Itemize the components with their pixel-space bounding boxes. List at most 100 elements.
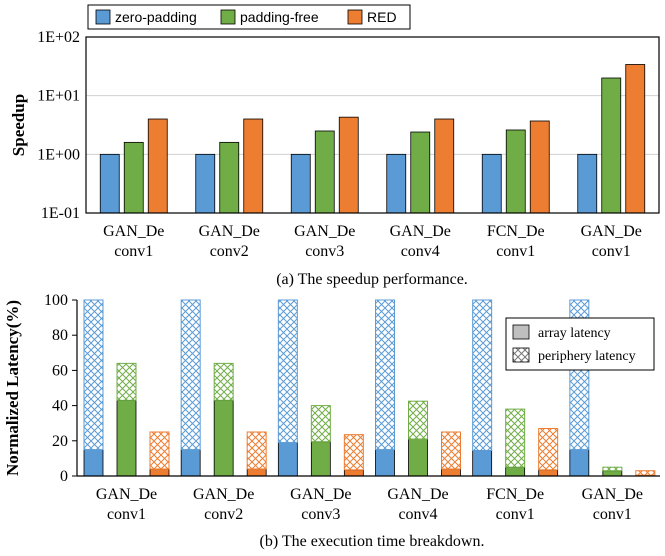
- speedup-y-tick-label: 1E-01: [41, 205, 80, 222]
- speedup-x-tick-label: conv1: [496, 243, 535, 260]
- speedup-bar-padding-free: [314, 130, 335, 214]
- legend-swatch-array-latency: [512, 324, 530, 340]
- latency-x-ticks: GAN_De conv1 GAN_De conv2 GAN_De conv3 GAN_Dec…: [96, 486, 643, 523]
- latency-bar-periphery-red: [149, 431, 170, 470]
- speedup-y-tick-label: 1E+00: [37, 146, 80, 163]
- speedup-bar-zero-padding: [577, 153, 598, 214]
- latency-x-tick-label: conv1: [496, 506, 535, 523]
- speedup-bar-red: [625, 64, 646, 214]
- latency-bar-periphery-zero-padding: [277, 299, 298, 444]
- speedup-x-tick-label: GAN_De: [390, 223, 451, 240]
- latency-bar-periphery-zero-padding: [375, 299, 395, 451]
- legend-label-padding-free: padding-free: [240, 9, 319, 25]
- speedup-plot-frame: [85, 36, 660, 214]
- speedup-bar-zero-padding: [290, 153, 311, 214]
- latency-bar-array-zero-padding: [375, 449, 395, 477]
- latency-bar-array-zero-padding: [472, 450, 493, 477]
- latency-bar-periphery-red: [343, 434, 364, 471]
- legend-label-array-latency: array latency: [538, 326, 611, 341]
- legend-label-zero-padding: zero-padding: [115, 9, 197, 25]
- speedup-gridlines: [86, 36, 659, 214]
- speedup-y-axis-label: Speedup: [9, 94, 28, 156]
- legend-label-periphery-latency: periphery latency: [538, 349, 636, 364]
- speedup-x-tick-label: FCN_De: [487, 223, 545, 240]
- latency-y-ticks: 0 20 40 60 80 100: [44, 292, 77, 485]
- latency-bar-array-red: [246, 468, 267, 477]
- latency-chart-title: (b) The execution time breakdown.: [260, 533, 485, 550]
- speedup-x-tick-label: GAN_De: [294, 223, 355, 240]
- speedup-bar-padding-free: [601, 77, 622, 214]
- latency-bar-array-zero-padding: [83, 449, 104, 477]
- latency-y-tick-label: 20: [52, 433, 68, 450]
- latency-bar-periphery-padding-free: [310, 405, 331, 443]
- latency-legend: array latency periphery latency: [505, 317, 655, 371]
- latency-x-tick-label: conv1: [107, 506, 146, 523]
- latency-x-tick-label: GAN_De: [387, 486, 448, 503]
- speedup-bar-red: [434, 118, 455, 214]
- speedup-y-tick-label: 1E+02: [37, 29, 80, 46]
- latency-bars: [83, 299, 656, 477]
- latency-bar-periphery-padding-free: [602, 466, 623, 472]
- latency-y-tick-label: 100: [44, 292, 68, 309]
- latency-bar-periphery-red: [538, 427, 559, 471]
- speedup-bar-red: [147, 118, 168, 214]
- latency-bar-array-padding-free: [116, 399, 137, 477]
- latency-y-tick-label: 40: [52, 398, 68, 415]
- speedup-bar-zero-padding: [481, 153, 502, 214]
- speedup-x-tick-label: conv2: [210, 243, 249, 260]
- speedup-bar-padding-free: [505, 129, 526, 214]
- speedup-chart: zero-padding padding-free RED 1E-01 1E+00…: [9, 4, 660, 288]
- latency-y-axis-label: Normalized Latency(%): [3, 300, 22, 476]
- speedup-y-tick-label: 1E+01: [37, 88, 80, 105]
- speedup-bars: [99, 64, 646, 214]
- latency-bar-periphery-zero-padding: [472, 299, 493, 451]
- latency-bar-periphery-padding-free: [213, 362, 234, 401]
- latency-bar-array-red: [149, 468, 170, 477]
- latency-x-tick-label: FCN_De: [486, 486, 544, 503]
- latency-x-tick-label: conv3: [301, 506, 340, 523]
- latency-x-tick-label: conv2: [204, 506, 243, 523]
- latency-x-tick-label: GAN_De: [290, 486, 351, 503]
- latency-x-tick-label: GAN_De: [96, 486, 157, 503]
- speedup-x-tick-label: GAN_De: [581, 223, 642, 240]
- speedup-x-ticks: GAN_De conv1 GAN_De conv2 GAN_De conv3 GAN_Dec…: [103, 223, 642, 260]
- latency-bar-array-red: [343, 469, 364, 477]
- latency-bar-periphery-zero-padding: [180, 299, 201, 451]
- speedup-x-tick-label: GAN_De: [199, 223, 260, 240]
- speedup-x-tick-label: conv1: [114, 243, 153, 260]
- speedup-bar-padding-free: [410, 131, 431, 214]
- latency-bar-periphery-padding-free: [408, 400, 428, 440]
- speedup-bar-red: [529, 120, 550, 214]
- legend-swatch-padding-free: [220, 9, 236, 25]
- latency-y-tick-label: 60: [52, 362, 68, 379]
- speedup-bar-padding-free: [123, 141, 144, 214]
- speedup-x-tick-label: conv1: [592, 243, 631, 260]
- latency-bar-array-zero-padding: [569, 449, 590, 477]
- legend-swatch-red: [347, 9, 363, 25]
- latency-x-tick-label: GAN_De: [582, 486, 643, 503]
- legend-label-red: RED: [367, 9, 397, 25]
- latency-bar-array-padding-free: [408, 438, 428, 477]
- speedup-bar-zero-padding: [386, 153, 407, 214]
- latency-x-tick-label: GAN_De: [193, 486, 254, 503]
- speedup-bar-zero-padding: [99, 153, 120, 214]
- speedup-bar-red: [338, 116, 359, 214]
- speedup-chart-title: (a) The speedup performance.: [276, 271, 468, 288]
- latency-bar-array-zero-padding: [180, 449, 201, 477]
- speedup-y-ticks: 1E-01 1E+00 1E+01 1E+02: [37, 29, 80, 222]
- latency-bar-array-padding-free: [310, 441, 331, 477]
- latency-bar-periphery-red: [246, 431, 267, 470]
- speedup-bar-padding-free: [219, 141, 240, 214]
- legend-swatch-zero-padding: [95, 9, 111, 25]
- latency-bar-array-red: [441, 468, 461, 477]
- speedup-legend: zero-padding padding-free RED: [87, 4, 411, 30]
- speedup-x-tick-label: conv3: [305, 243, 344, 260]
- legend-swatch-periphery-latency: [512, 347, 530, 363]
- latency-x-tick-label: conv1: [593, 506, 632, 523]
- latency-y-tick-label: 0: [60, 468, 68, 485]
- speedup-bar-red: [243, 118, 264, 214]
- latency-bar-periphery-zero-padding: [83, 299, 104, 451]
- latency-bar-array-padding-free: [602, 470, 623, 477]
